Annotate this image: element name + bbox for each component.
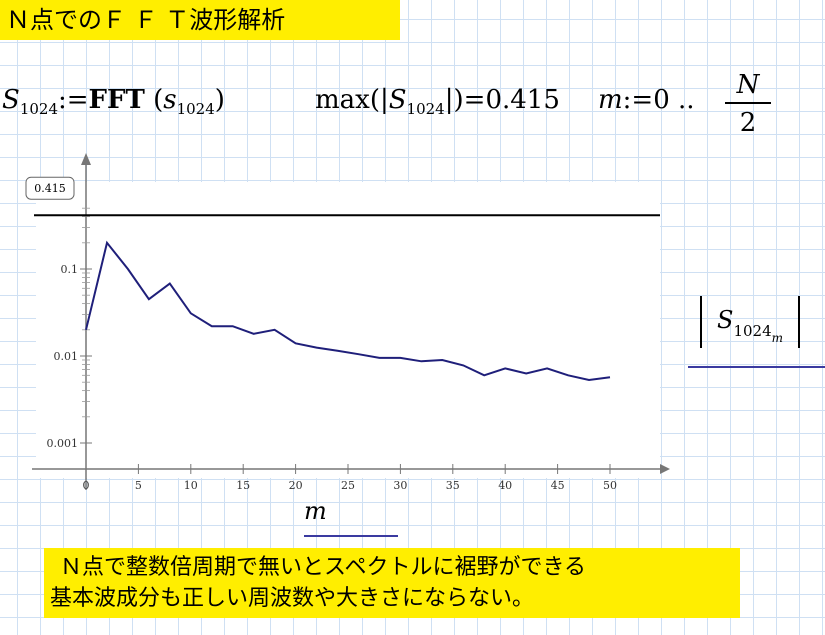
page-title: Ｎ点でのＦ Ｆ Ｔ波形解析 (0, 0, 400, 40)
fft-result-subscript: 1024 (19, 100, 58, 118)
range-fraction: N 2 (723, 70, 773, 138)
max-value: 0.415 (485, 85, 560, 115)
max-arg-subscript: 1024 (406, 100, 445, 118)
y-label-index: m (771, 331, 784, 345)
fft-close-paren: ) (214, 85, 225, 115)
max-function-name: max (315, 85, 370, 115)
y-axis-arrow-icon (81, 153, 91, 165)
x-tick-label: 0 (83, 479, 90, 492)
y-tick-label: 0.01 (54, 350, 79, 363)
x-tick-label: 20 (289, 479, 303, 492)
fft-arg-symbol: s (163, 85, 177, 115)
x-axis-label[interactable]: m (304, 497, 327, 525)
fft-open-paren: ( (144, 85, 164, 115)
x-tick-label: 10 (184, 479, 198, 492)
range-variable: m (598, 85, 623, 115)
x-tick-label: 5 (135, 479, 142, 492)
explanation-note: Ｎ点で整数倍周期で無いとスペクトルに裾野ができる 基本波成分も正しい周波数や大き… (44, 548, 740, 618)
x-axis-arrow-icon (660, 464, 670, 474)
note-line-2: 基本波成分も正しい周波数や大きさにならない。 (50, 586, 535, 611)
plot-area (36, 182, 660, 478)
fraction-denominator: 2 (739, 108, 757, 138)
max-open-paren: (| (369, 85, 389, 115)
x-tick-label: 40 (498, 479, 512, 492)
x-tick-label: 15 (236, 479, 250, 492)
y-label-subscript: 1024 (733, 322, 772, 340)
y-label-underline (688, 366, 825, 368)
x-tick-label: 50 (603, 479, 617, 492)
spectrum-series-line (85, 240, 611, 382)
x-tick-label: 30 (393, 479, 407, 492)
max-close-paren: |) (444, 85, 464, 115)
range-assign-operator: := (622, 85, 654, 115)
fft-function-name: FFT (88, 85, 145, 115)
x-tick-label: 45 (551, 479, 565, 492)
y-tick-label: 0.001 (47, 437, 79, 450)
y-minor-ticks (82, 207, 90, 418)
max-formula[interactable]: max(|S1024|)=0.415 (315, 85, 560, 118)
x-tick-group: 0 5 10 15 20 25 30 35 40 45 50 (83, 464, 617, 492)
fft-formula[interactable]: S1024:=FFT (s1024) (2, 85, 225, 118)
note-line-1: Ｎ点で整数倍周期で無いとスペクトルに裾野ができる (60, 555, 587, 580)
x-label-underline (304, 535, 398, 537)
fft-assign-operator: := (58, 85, 89, 115)
max-value-label-box (25, 176, 75, 200)
x-tick-label: 35 (446, 479, 460, 492)
max-equals: = (463, 85, 486, 115)
range-start: 0 .. (653, 85, 695, 115)
fft-result-symbol: S (2, 85, 20, 115)
x-tick-label: 25 (341, 479, 355, 492)
y-label-symbol: S (716, 306, 734, 334)
range-formula[interactable]: m:=0 .. (598, 85, 695, 115)
y-tick-group: 0.001 0.01 0.1 (47, 263, 92, 450)
y-axis-label[interactable]: S1024m (700, 296, 800, 348)
fraction-bar (725, 102, 771, 104)
max-arg-symbol: S (388, 85, 407, 115)
fft-arg-subscript: 1024 (176, 100, 215, 118)
y-tick-label: 0.1 (61, 263, 79, 276)
fft-spectrum-plot[interactable]: 0 5 10 15 20 25 30 35 40 45 50 0.001 0.01 0.1 0.415 (0, 150, 680, 495)
max-value-label: 0.415 (34, 182, 66, 195)
fraction-numerator: N (736, 70, 760, 100)
